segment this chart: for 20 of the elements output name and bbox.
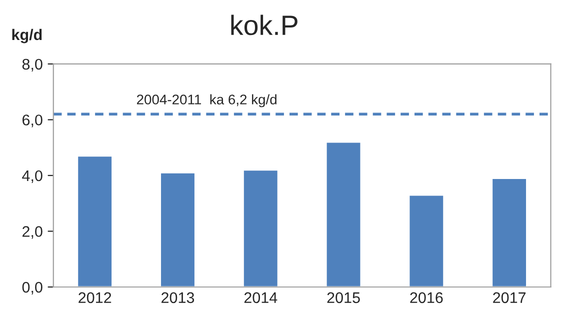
x-tick-label: 2015 — [327, 292, 360, 304]
y-tick-label: 4,0 — [22, 170, 42, 183]
x-tick-label: 2014 — [244, 292, 278, 304]
y-axis-title: kg/d — [12, 28, 42, 44]
x-tick-label: 2013 — [162, 292, 194, 304]
y-tick-label: 2,0 — [22, 226, 42, 239]
y-tick-label: 8,0 — [22, 58, 42, 72]
x-tick-label: 2017 — [493, 292, 526, 304]
bar — [160, 172, 196, 287]
y-tick-label: 6,0 — [22, 114, 42, 128]
bar — [408, 194, 445, 287]
chart-title: kok.P — [231, 14, 298, 36]
y-tick-label: 0,0 — [22, 282, 42, 294]
bar — [325, 141, 362, 287]
bar — [76, 155, 113, 287]
x-tick-label: 2012 — [78, 292, 112, 304]
bar — [242, 169, 279, 287]
x-tick-label: 2016 — [410, 292, 443, 304]
ref-line-label: 2004-2011 ka 6,2 kg/d — [136, 94, 276, 108]
bar — [491, 178, 528, 287]
